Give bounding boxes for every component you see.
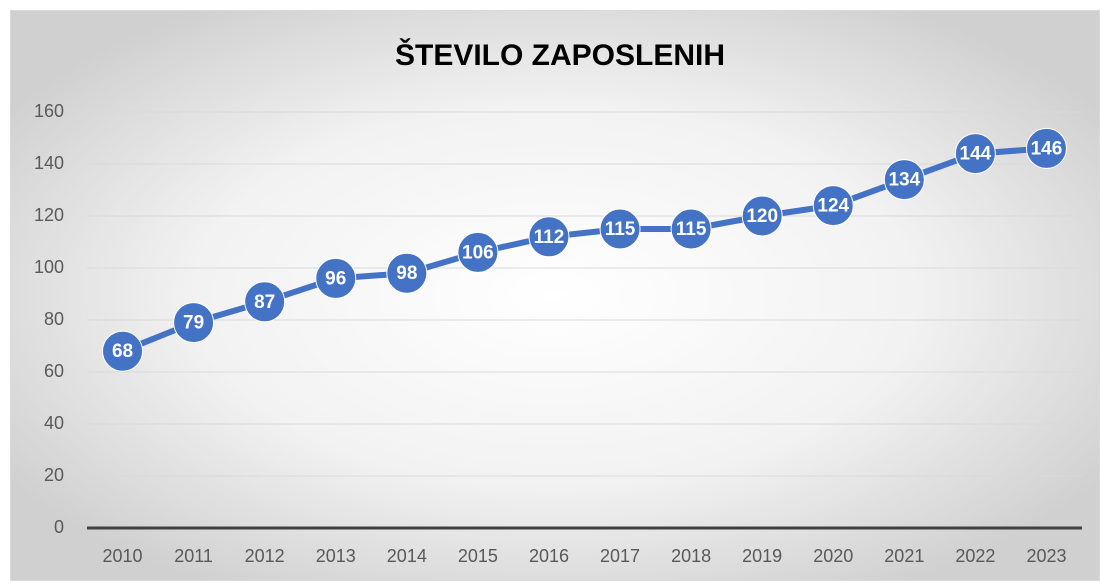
x-tick-label: 2023 — [1026, 546, 1066, 566]
x-tick-label: 2019 — [742, 546, 782, 566]
x-tick-label: 2017 — [600, 546, 640, 566]
x-tick-label: 2012 — [245, 546, 285, 566]
y-tick-label: 140 — [34, 153, 64, 173]
data-label: 120 — [746, 206, 778, 227]
x-tick-label: 2014 — [387, 546, 427, 566]
x-tick-label: 2016 — [529, 546, 569, 566]
data-label: 134 — [888, 170, 920, 191]
data-label: 115 — [605, 219, 636, 240]
data-label: 146 — [1031, 138, 1063, 159]
data-label: 98 — [396, 263, 417, 284]
x-tick-label: 2022 — [955, 546, 995, 566]
data-label: 87 — [254, 292, 275, 313]
x-tick-label: 2020 — [813, 546, 853, 566]
data-label: 144 — [960, 144, 992, 165]
x-tick-label: 2010 — [103, 546, 143, 566]
y-tick-label: 100 — [34, 257, 64, 277]
marker — [244, 281, 286, 323]
data-label: 96 — [325, 268, 346, 289]
marker — [883, 159, 925, 201]
x-tick-label: 2018 — [671, 546, 711, 566]
x-tick-label: 2015 — [458, 546, 498, 566]
y-tick-label: 60 — [44, 361, 64, 381]
marker — [954, 133, 996, 175]
chart-title: ŠTEVILO ZAPOSLENIH — [395, 38, 725, 72]
marker — [173, 302, 215, 344]
y-tick-label: 160 — [34, 101, 64, 121]
marker — [102, 330, 144, 372]
chart-background — [10, 10, 1100, 581]
y-tick-label: 20 — [44, 465, 64, 485]
y-tick-label: 80 — [44, 309, 64, 329]
y-tick-label: 40 — [44, 413, 64, 433]
marker — [528, 216, 570, 258]
x-tick-label: 2021 — [884, 546, 924, 566]
y-tick-label: 0 — [54, 517, 64, 537]
marker — [599, 208, 641, 250]
data-label: 115 — [676, 219, 707, 240]
marker — [670, 208, 712, 250]
marker — [386, 252, 428, 294]
marker — [457, 231, 499, 273]
data-label: 68 — [112, 341, 133, 362]
x-tick-label: 2011 — [174, 546, 213, 566]
data-label: 124 — [817, 196, 849, 217]
x-tick-label: 2013 — [316, 546, 356, 566]
data-label: 112 — [534, 227, 565, 248]
data-label: 79 — [183, 313, 204, 334]
marker — [315, 257, 357, 299]
marker — [812, 185, 854, 227]
y-tick-label: 120 — [34, 205, 64, 225]
marker — [741, 195, 783, 237]
data-label: 106 — [462, 242, 494, 263]
marker — [1025, 127, 1067, 169]
